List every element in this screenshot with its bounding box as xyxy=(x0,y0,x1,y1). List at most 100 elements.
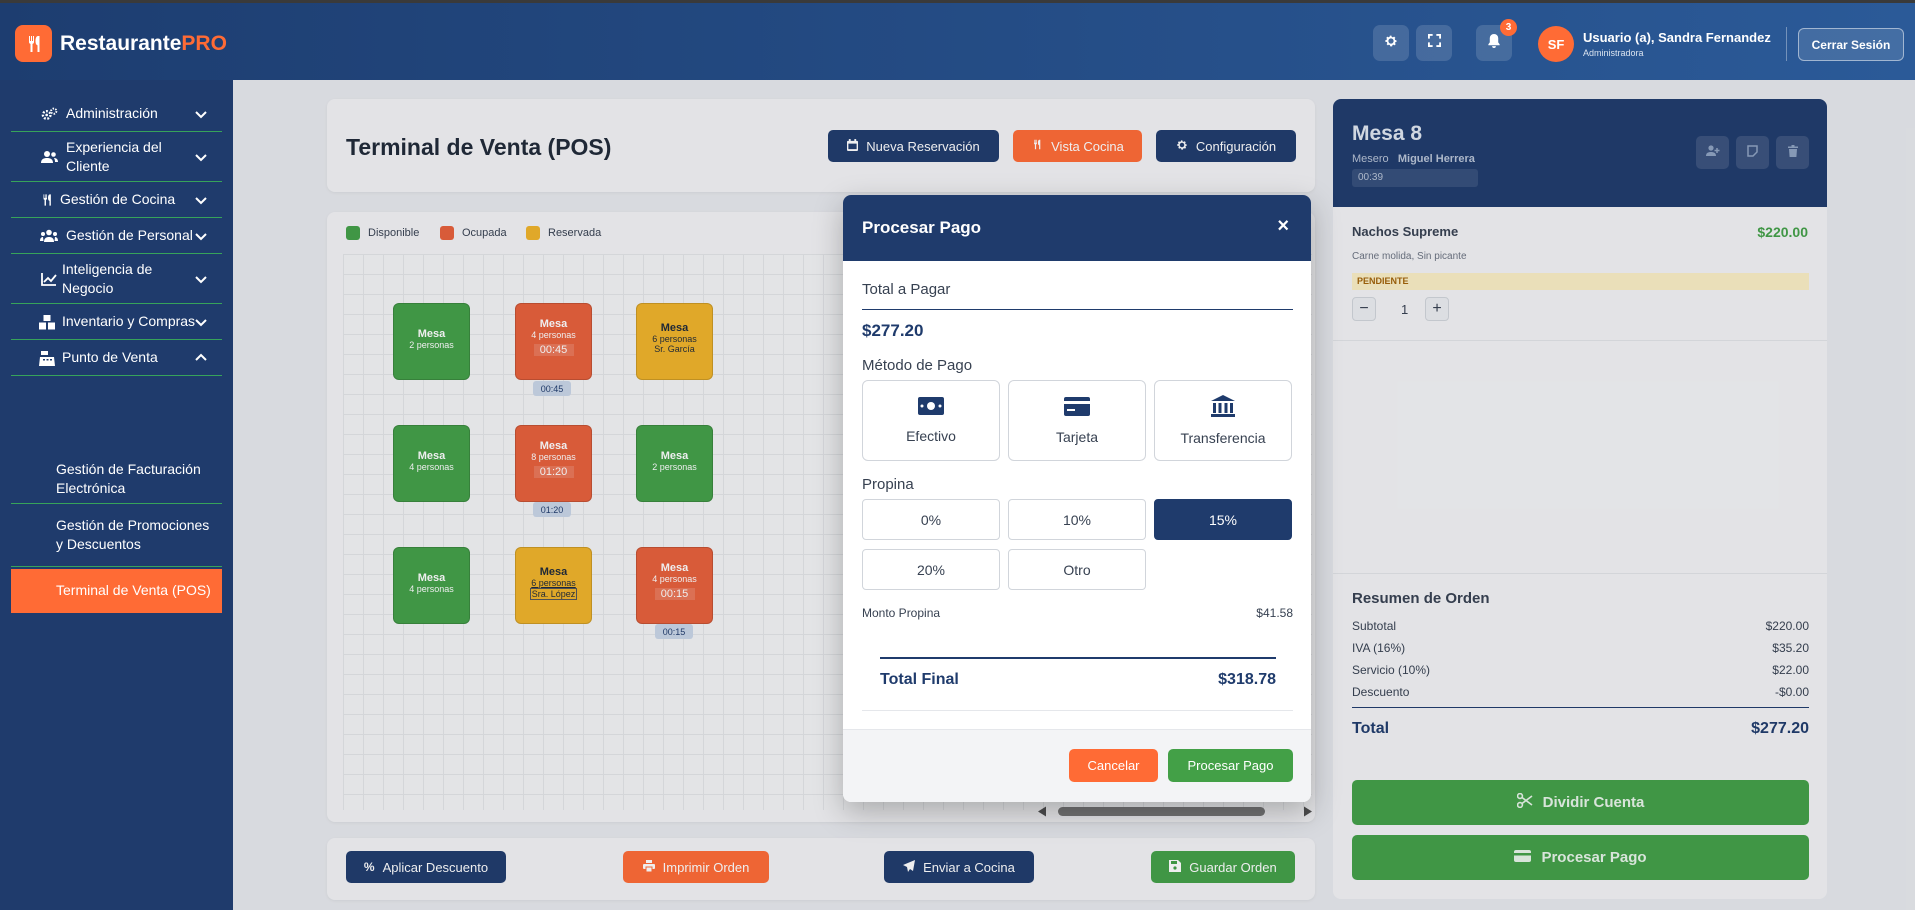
divider xyxy=(1333,340,1827,341)
chevron-down-icon xyxy=(195,197,207,205)
sidebar-subitem-pos[interactable]: Terminal de Venta (POS) xyxy=(11,569,222,613)
total-label: Total a Pagar xyxy=(862,281,951,298)
logout-button[interactable]: Cerrar Sesión xyxy=(1798,28,1904,61)
summary-row: Servicio (10%) $22.00 xyxy=(1352,663,1809,677)
bell-icon xyxy=(1487,33,1501,53)
users-icon xyxy=(40,148,58,166)
table-card[interactable]: Mesa 4 personas 00:15 xyxy=(636,547,713,624)
summary-row: IVA (16%) $35.20 xyxy=(1352,641,1809,655)
app-logo[interactable]: RestaurantePRO xyxy=(15,25,227,62)
tip-label: Propina xyxy=(862,476,914,493)
top-header: RestaurantePRO 3 SF Usuario (a), Sandra … xyxy=(0,3,1915,80)
order-item-name: Nachos Supreme xyxy=(1352,224,1459,239)
sidebar-item-personal[interactable]: Gestión de Personal xyxy=(11,218,222,254)
expand-icon xyxy=(1427,34,1441,52)
send-kitchen-button[interactable]: Enviar a Cocina xyxy=(884,851,1034,883)
legend-available: Disponible xyxy=(346,226,419,240)
configuration-button[interactable]: Configuración xyxy=(1156,130,1296,162)
save-order-button[interactable]: Guardar Orden xyxy=(1151,851,1295,883)
order-item-price: $220.00 xyxy=(1757,224,1808,240)
utensils-icon xyxy=(1031,138,1043,154)
quantity-decrease-button[interactable]: − xyxy=(1352,297,1376,321)
save-icon xyxy=(1169,859,1182,875)
legend-reserved: Reservada xyxy=(526,226,601,240)
method-cash[interactable]: Efectivo xyxy=(862,380,1000,461)
table-card[interactable]: Mesa 2 personas xyxy=(393,303,470,380)
bank-icon xyxy=(1211,395,1235,420)
process-payment-button[interactable]: Procesar Pago xyxy=(1352,835,1809,880)
user-role: Administradora xyxy=(1583,48,1644,58)
gear-icon xyxy=(1384,34,1398,53)
sidebar-item-inventario[interactable]: Inventario y Compras xyxy=(11,304,222,340)
sidebar-item-experiencia[interactable]: Experiencia del Cliente xyxy=(11,132,222,182)
user-name: Usuario (a), Sandra Fernandez xyxy=(1583,30,1771,45)
fullscreen-button[interactable] xyxy=(1416,25,1452,61)
sidebar-item-administracion[interactable]: Administración xyxy=(11,96,222,132)
note-button[interactable] xyxy=(1736,136,1769,169)
quantity-increase-button[interactable]: + xyxy=(1425,297,1449,321)
gears-icon xyxy=(40,105,58,123)
calendar-icon xyxy=(847,138,859,154)
table-card[interactable]: Mesa 2 personas xyxy=(636,425,713,502)
tip-option-20[interactable]: 20% xyxy=(862,549,1000,590)
gear-icon xyxy=(1176,139,1188,154)
table-card[interactable]: Mesa 4 personas 00:45 xyxy=(515,303,592,380)
summary-row: Descuento -$0.00 xyxy=(1352,685,1809,699)
kitchen-view-button[interactable]: Vista Cocina xyxy=(1013,130,1142,162)
user-group-icon xyxy=(40,227,58,245)
cash-register-icon xyxy=(38,349,56,367)
table-card[interactable]: Mesa 6 personas Sra. López xyxy=(515,547,592,624)
chevron-down-icon xyxy=(195,319,207,327)
note-icon xyxy=(1747,144,1758,162)
order-item-desc: Carne molida, Sin picante xyxy=(1352,251,1467,262)
add-customer-button[interactable] xyxy=(1696,136,1729,169)
payment-method-label: Método de Pago xyxy=(862,357,973,374)
trash-icon xyxy=(1787,144,1798,162)
chevron-down-icon xyxy=(195,154,207,162)
order-time: 00:39 xyxy=(1352,169,1478,187)
horizontal-scrollbar[interactable] xyxy=(1038,804,1312,819)
sidebar-subitem-facturacion[interactable]: Gestión de Facturación Electrónica xyxy=(11,452,222,504)
notifications-button[interactable]: 3 xyxy=(1476,19,1517,61)
table-card[interactable]: Mesa 6 personas Sr. García xyxy=(636,303,713,380)
confirm-payment-button[interactable]: Procesar Pago xyxy=(1168,749,1293,782)
table-timer: 01:20 xyxy=(533,502,571,517)
divider xyxy=(1333,573,1827,574)
new-reservation-button[interactable]: Nueva Reservación xyxy=(828,130,999,162)
sidebar-subitem-promociones[interactable]: Gestión de Promociones y Descuentos xyxy=(11,504,222,567)
sidebar-item-punto-venta[interactable]: Punto de Venta xyxy=(11,340,222,376)
print-order-button[interactable]: Imprimir Orden xyxy=(623,851,769,883)
delete-order-button[interactable] xyxy=(1776,136,1809,169)
cancel-button[interactable]: Cancelar xyxy=(1069,749,1158,782)
boxes-icon xyxy=(38,313,56,331)
order-panel: Mesa 8 Mesero Miguel Herrera 00:39 Nacho… xyxy=(1333,99,1827,899)
avatar[interactable]: SF xyxy=(1538,26,1574,62)
chart-line-icon xyxy=(40,270,58,288)
method-transfer[interactable]: Transferencia xyxy=(1154,380,1292,461)
tip-option-0[interactable]: 0% xyxy=(862,499,1000,540)
table-card[interactable]: Mesa 4 personas xyxy=(393,425,470,502)
settings-button[interactable] xyxy=(1373,25,1409,61)
order-table-title: Mesa 8 xyxy=(1352,122,1423,145)
utensils-icon xyxy=(15,25,52,62)
final-total: Total Final $318.78 xyxy=(880,671,1276,688)
tip-option-15[interactable]: 15% xyxy=(1154,499,1292,540)
table-card[interactable]: Mesa 4 personas xyxy=(393,547,470,624)
sidebar-item-inteligencia[interactable]: Inteligencia de Negocio xyxy=(11,254,222,304)
notification-badge: 3 xyxy=(1500,19,1517,36)
apply-discount-button[interactable]: % Aplicar Descuento xyxy=(346,851,506,883)
print-icon xyxy=(642,859,655,875)
chevron-down-icon xyxy=(195,276,207,284)
split-bill-button[interactable]: Dividir Cuenta xyxy=(1352,780,1809,825)
tip-option-10[interactable]: 10% xyxy=(1008,499,1146,540)
table-card[interactable]: Mesa 8 personas 01:20 xyxy=(515,425,592,502)
order-waiter: Mesero Miguel Herrera xyxy=(1352,153,1475,165)
tip-option-other[interactable]: Otro xyxy=(1008,549,1146,590)
summary-title: Resumen de Orden xyxy=(1352,590,1490,607)
method-card[interactable]: Tarjeta xyxy=(1008,380,1146,461)
credit-card-icon xyxy=(1064,396,1090,419)
modal-title: Procesar Pago xyxy=(862,218,982,237)
payment-modal: Procesar Pago × Total a Pagar $277.20 Mé… xyxy=(843,195,1311,802)
close-icon[interactable]: × xyxy=(1277,215,1289,237)
sidebar-item-cocina[interactable]: Gestión de Cocina xyxy=(11,182,222,218)
